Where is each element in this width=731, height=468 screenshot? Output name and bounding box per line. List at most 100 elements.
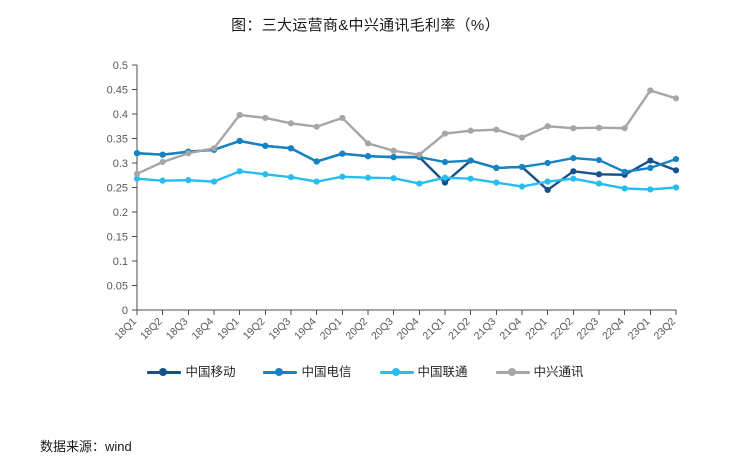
y-tick-label: 0.45 [107, 85, 128, 97]
series-point [416, 180, 423, 187]
x-tick-label: 18Q2 [138, 316, 165, 343]
series-point [493, 126, 500, 133]
legend-marker-icon [147, 366, 182, 378]
x-tick-label: 20Q2 [343, 316, 370, 343]
y-tick-label: 0.15 [107, 232, 128, 244]
series-point [364, 174, 372, 181]
x-tick-label: 19Q1 [215, 316, 242, 343]
y-tick-label: 0.5 [113, 60, 128, 72]
series-point [390, 147, 397, 154]
series-point [133, 150, 141, 157]
series-point [236, 111, 243, 119]
x-tick-label: 21Q3 [472, 316, 499, 343]
series-point [518, 134, 526, 141]
series-point [262, 142, 269, 149]
series-point [441, 174, 449, 181]
x-tick-label: 18Q4 [189, 316, 216, 343]
chart-plot-area: 0 0.05 0.1 0.15 0.2 0.25 0.3 0.35 0.4 0.45 0.5 18Q1… [107, 60, 680, 343]
series-line-中国电信 [135, 139, 678, 174]
series-point [672, 155, 680, 163]
series-point [159, 151, 166, 158]
series-point [672, 95, 680, 102]
legend-item[interactable]: 中国电信 [263, 365, 352, 379]
series-point [544, 186, 551, 194]
series-point [672, 167, 680, 174]
series-point [287, 174, 295, 181]
series-point [544, 159, 551, 167]
x-tick-label: 23Q1 [626, 316, 653, 343]
series-point [313, 123, 320, 130]
series-point [313, 158, 320, 165]
x-tick-label: 23Q2 [651, 316, 678, 343]
x-tick-label: 18Q3 [164, 316, 191, 343]
legend-label: 中国移动 [185, 365, 236, 379]
series-point [210, 145, 218, 152]
series-point [570, 168, 577, 175]
x-tick-label: 22Q3 [574, 316, 601, 343]
legend-label: 中兴通讯 [533, 365, 584, 379]
x-tick-label: 18Q1 [112, 316, 139, 343]
series-point [518, 183, 526, 190]
series-point [416, 151, 423, 158]
chart-legend: 中国移动 中国电信 中国联通 中兴通讯 [0, 366, 731, 379]
x-tick-label: 20Q1 [318, 316, 345, 343]
series-point [159, 177, 166, 184]
y-tick-label: 0.3 [113, 158, 128, 170]
series-point [621, 185, 628, 192]
source-note: 数据来源：wind [40, 439, 132, 454]
series-point [339, 150, 346, 157]
y-tick-label: 0 [122, 305, 128, 317]
y-tick-label: 0.1 [113, 256, 128, 268]
series-point [339, 173, 346, 180]
series-point [647, 164, 654, 171]
y-tick-label: 0.4 [113, 109, 128, 121]
series-point [441, 158, 449, 166]
y-tick-label: 0.25 [107, 183, 128, 195]
series-point [236, 168, 243, 175]
series-line-中兴通讯 [135, 89, 678, 175]
legend-item[interactable]: 中国联通 [379, 365, 468, 379]
series-point [570, 155, 577, 162]
series-point [621, 125, 628, 132]
x-tick-label: 22Q4 [600, 316, 627, 343]
series-point [287, 120, 295, 127]
series-point [467, 175, 474, 182]
series-point [133, 175, 141, 182]
legend-label: 中国联通 [417, 365, 468, 379]
legend-item[interactable]: 中兴通讯 [495, 365, 584, 379]
legend-marker-icon [263, 366, 298, 378]
series-point [441, 179, 449, 186]
legend-label: 中国电信 [301, 365, 352, 379]
x-tick-label: 21Q1 [420, 316, 447, 343]
series-point [647, 157, 654, 164]
series-point [595, 171, 603, 178]
series-point [133, 170, 141, 177]
x-tick-label: 21Q4 [497, 316, 524, 343]
series-point [595, 124, 603, 131]
x-tick-label: 20Q4 [395, 316, 422, 343]
series-point [441, 130, 449, 137]
series-line-中国联通 [135, 170, 678, 191]
x-tick-label: 19Q3 [266, 316, 293, 343]
legend-marker-icon [379, 366, 414, 378]
series-point [390, 154, 397, 161]
series-point [544, 178, 551, 185]
x-tick-label: 20Q3 [369, 316, 396, 343]
series-point [262, 171, 269, 178]
series-point [364, 140, 372, 147]
legend-item[interactable]: 中国移动 [147, 366, 235, 379]
series-point [595, 180, 603, 187]
series-point [339, 114, 346, 122]
y-tick-label: 0.35 [107, 134, 128, 146]
series-point [364, 153, 372, 160]
series-point [287, 145, 295, 152]
y-tick-label: 0.05 [107, 281, 128, 293]
series-point [236, 137, 243, 145]
x-tick-label: 22Q1 [523, 316, 550, 343]
series-point [621, 168, 628, 175]
series-point [544, 123, 551, 130]
x-tick-label: 21Q2 [446, 316, 473, 343]
legend-marker-icon [495, 366, 530, 378]
series-point [185, 177, 192, 184]
